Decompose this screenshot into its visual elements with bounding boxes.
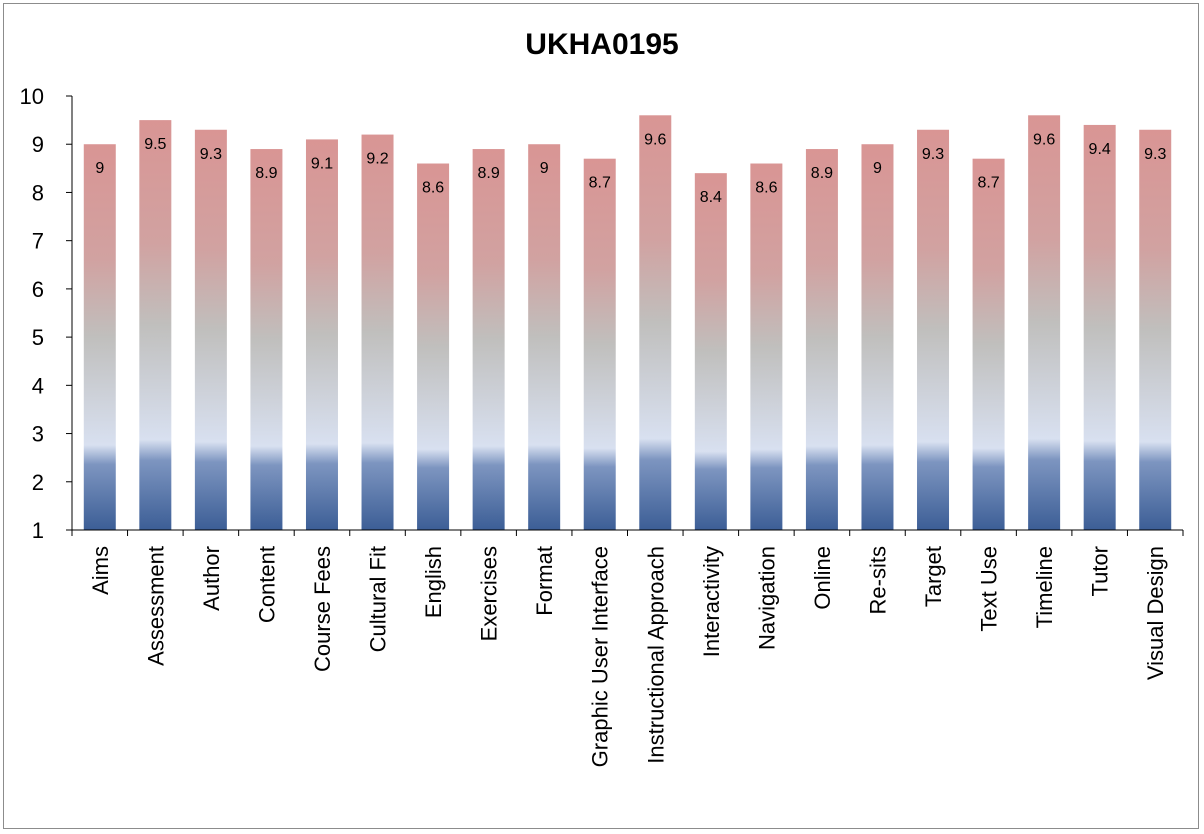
- data-label: 8.6: [422, 180, 444, 197]
- y-tick-label: 7: [32, 229, 44, 254]
- data-label: 8.9: [255, 165, 277, 182]
- x-tick-label: Format: [532, 546, 557, 616]
- y-tick-label: 10: [20, 84, 44, 109]
- y-tick-label: 4: [32, 373, 44, 398]
- data-label: 8.4: [700, 189, 722, 206]
- x-tick-label: Timeline: [1032, 546, 1057, 628]
- data-label: 8.9: [811, 165, 833, 182]
- y-tick-label: 6: [32, 277, 44, 302]
- x-tick-label: Tutor: [1088, 546, 1113, 597]
- x-tick-label: Course Fees: [310, 546, 335, 672]
- x-tick-label: English: [421, 546, 446, 618]
- data-label: 9.6: [1033, 131, 1055, 148]
- data-label: 9.1: [311, 155, 333, 172]
- bar: [1139, 129, 1172, 530]
- x-tick-label: Visual Design: [1143, 546, 1168, 680]
- bar: [694, 173, 727, 530]
- x-tick-label: Instructional Approach: [643, 546, 668, 764]
- bar: [305, 139, 338, 530]
- y-tick-label: 5: [32, 325, 44, 350]
- bar: [250, 149, 283, 531]
- bar: [972, 158, 1005, 530]
- bar: [83, 144, 116, 530]
- bar: [194, 129, 227, 530]
- data-label: 8.7: [589, 175, 611, 192]
- x-tick-label: Graphic User Interface: [588, 546, 613, 767]
- y-tick-label: 2: [32, 470, 44, 495]
- x-tick-label: Assessment: [143, 546, 168, 666]
- x-tick-label: Target: [921, 546, 946, 607]
- bar: [750, 163, 783, 530]
- data-label: 9.3: [922, 146, 944, 163]
- bar: [1028, 115, 1061, 531]
- x-tick-label: Content: [254, 546, 279, 623]
- bar: [639, 115, 672, 531]
- data-label: 9.5: [144, 136, 166, 153]
- x-tick-label: Navigation: [754, 546, 779, 650]
- bar: [805, 149, 838, 531]
- y-tick-label: 8: [32, 180, 44, 205]
- bar: [861, 144, 894, 530]
- y-tick-label: 9: [32, 132, 44, 157]
- data-label: 9: [873, 160, 882, 177]
- bar: [917, 129, 950, 530]
- bar: [472, 149, 505, 531]
- data-label: 9.6: [644, 131, 666, 148]
- x-tick-label: Interactivity: [699, 546, 724, 657]
- data-label: 9: [95, 160, 104, 177]
- x-tick-label: Re-sits: [865, 546, 890, 614]
- bar: [583, 158, 616, 530]
- y-tick-label: 1: [32, 518, 44, 543]
- x-tick-label: Aims: [88, 546, 113, 595]
- chart-title: UKHA0195: [525, 28, 678, 61]
- data-label: 8.9: [478, 165, 500, 182]
- bar: [528, 144, 561, 530]
- x-tick-label: Exercises: [477, 546, 502, 641]
- data-label: 9.4: [1089, 141, 1111, 158]
- data-label: 9.3: [1144, 146, 1166, 163]
- x-tick-label: Author: [199, 546, 224, 611]
- bar: [139, 120, 172, 530]
- data-label: 8.7: [977, 175, 999, 192]
- bar: [361, 134, 394, 531]
- bar: [417, 163, 450, 530]
- x-tick-label: Online: [810, 546, 835, 610]
- x-tick-label: Text Use: [977, 546, 1002, 632]
- y-tick-label: 3: [32, 422, 44, 447]
- data-label: 8.6: [755, 180, 777, 197]
- data-label: 9.3: [200, 146, 222, 163]
- x-tick-label: Cultural Fit: [366, 546, 391, 652]
- bar: [1083, 124, 1116, 530]
- data-label: 9: [540, 160, 549, 177]
- plot-area: 1 2 3 4 5 6 7 8 9 10 Aims Assessment Author Content Co…: [20, 84, 1184, 767]
- data-label: 9.2: [366, 151, 388, 168]
